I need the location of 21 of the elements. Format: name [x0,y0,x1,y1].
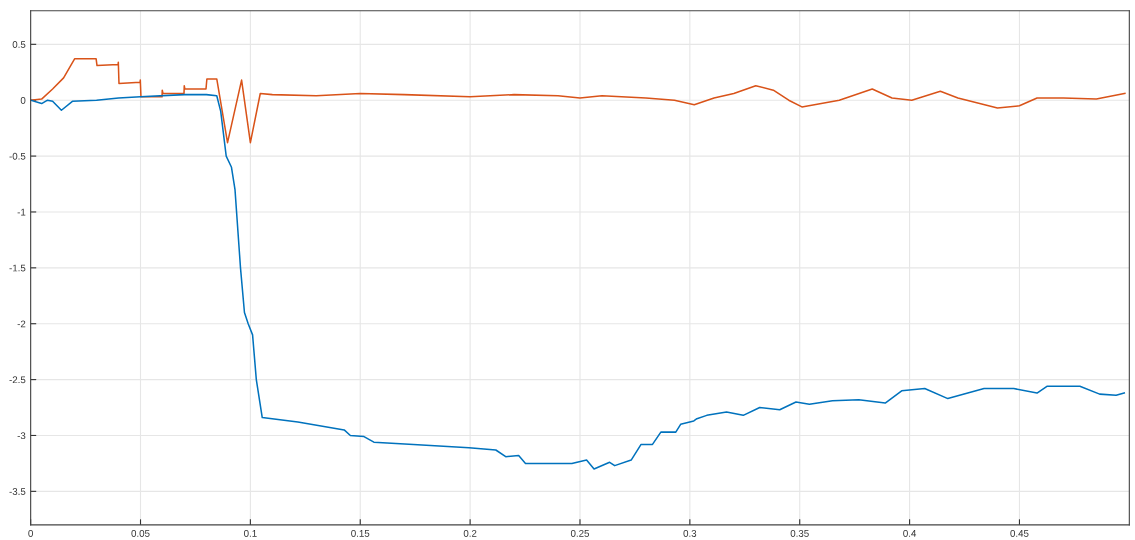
x-tick-label: 0.35 [790,530,809,537]
y-tick-label: -2.5 [9,376,26,384]
x-tick-label: 0.3 [683,530,697,537]
x-tick-label: 0.45 [1010,530,1029,537]
y-tick-label: -1 [17,208,26,216]
y-tick-label: -2 [17,320,26,328]
line-series [30,93,1126,470]
y-tick-label: -3.5 [9,488,26,495]
x-tick-label: 0.05 [131,530,150,537]
line-series [30,58,1126,144]
y-tick-label: -3 [17,432,26,440]
x-tick-label: 0.25 [570,530,590,537]
x-tick-label: 0.15 [351,530,370,537]
y-tick-label: -1.5 [9,264,26,272]
y-tick-label: 0.5 [12,41,26,48]
x-tick-label: 0.2 [463,530,477,537]
x-tick-label: 0.1 [244,530,257,537]
x-tick-label: 0 [28,530,33,537]
y-tick-label: 0 [20,96,26,104]
x-tick-label: 0.4 [903,530,917,537]
y-tick-label: -0.5 [9,152,26,160]
